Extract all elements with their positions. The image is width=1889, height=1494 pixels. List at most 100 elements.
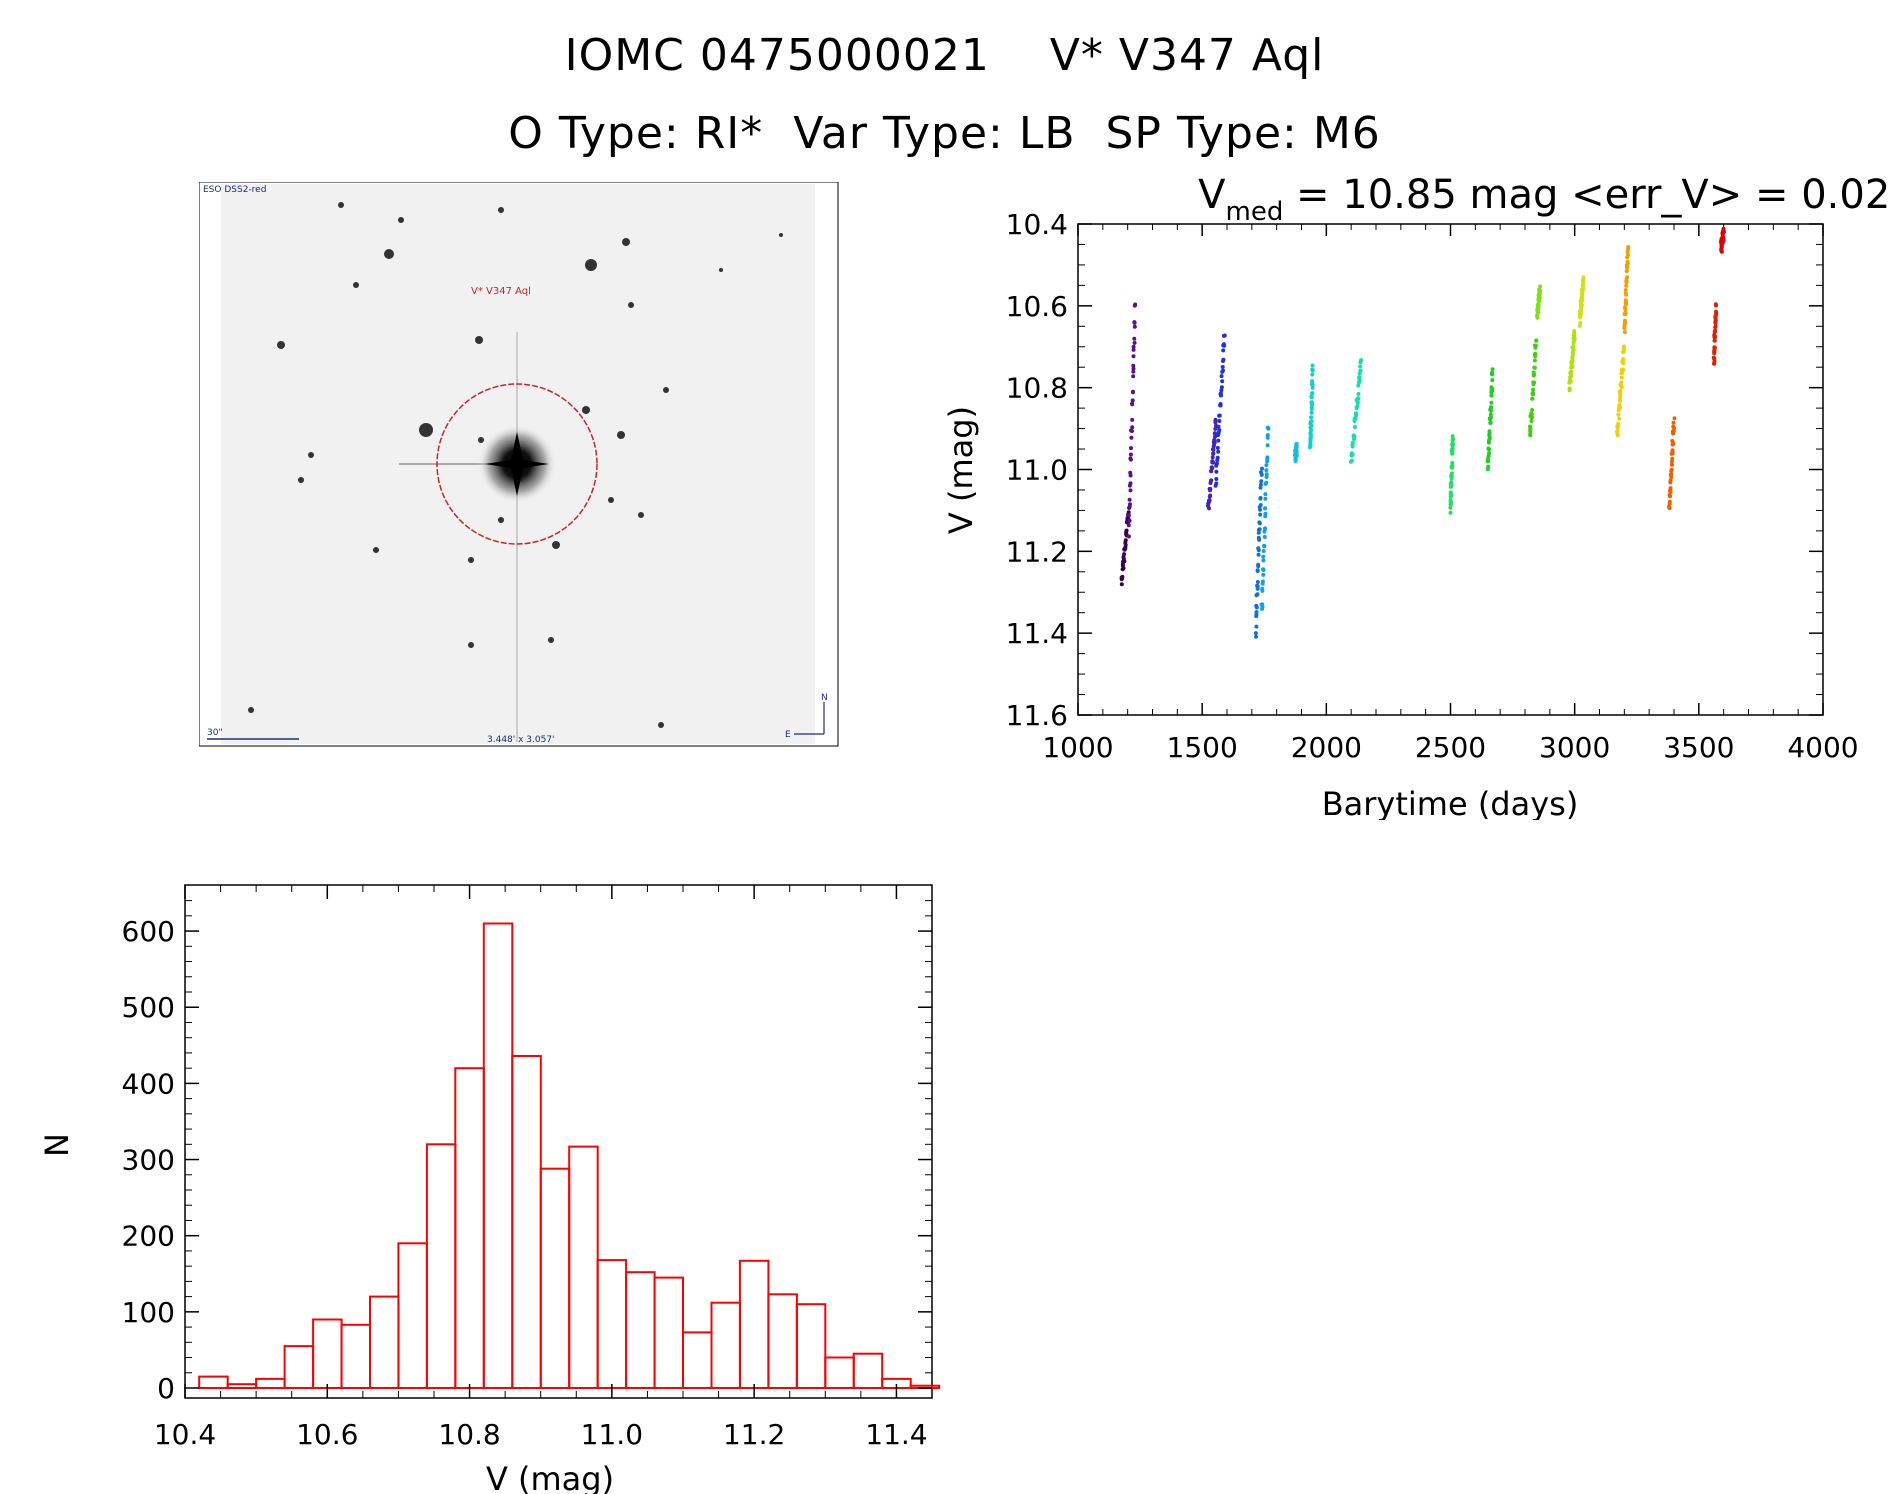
lc-data-point <box>1448 494 1453 499</box>
lc-y-tick-label: 10.4 <box>1006 208 1068 241</box>
hist-bar <box>454 1067 485 1389</box>
lc-data-point <box>1487 437 1492 442</box>
lc-data-point <box>1264 463 1269 468</box>
lc-data-point <box>1487 451 1491 456</box>
lc-data-point <box>1254 624 1259 629</box>
lc-data-point <box>1209 469 1214 474</box>
lc-data-point <box>1263 492 1268 497</box>
lc-data-point <box>1625 275 1630 280</box>
north-label: N <box>821 693 828 703</box>
lc-data-point <box>1535 309 1540 314</box>
lc-data-point <box>1265 443 1270 448</box>
lc-data-point <box>1626 245 1631 249</box>
lc-data-point <box>1623 311 1628 316</box>
lc-data-point <box>1132 340 1137 345</box>
lc-data-point <box>1261 572 1266 577</box>
lc-data-point <box>1617 416 1622 421</box>
lc-data-point <box>1672 416 1677 421</box>
lc-data-point <box>1721 236 1726 241</box>
lc-data-point <box>1131 369 1136 374</box>
lc-data-point <box>1255 586 1260 591</box>
lc-title-prefix: V <box>1198 172 1226 218</box>
hist-x-tick-label: 10.4 <box>154 1418 216 1451</box>
lc-data-point <box>1309 427 1313 432</box>
lc-data-point <box>1531 392 1536 397</box>
lc-plot-frame <box>1077 223 1824 716</box>
lc-data-point <box>1310 385 1315 390</box>
lc-ticks: 1000 1500 2000 2500 3000 3500 4000 10.4 10.6 10.8… <box>1006 208 1859 764</box>
lc-data-point <box>1126 510 1131 515</box>
lc-data-point <box>1570 359 1574 364</box>
lc-data-point <box>1310 391 1315 396</box>
lc-data-point <box>1257 520 1262 525</box>
lc-y-tick-label: 11.0 <box>1006 454 1068 487</box>
lc-data-point <box>1309 415 1314 420</box>
hist-bar <box>852 1352 884 1390</box>
lc-data-point <box>1350 440 1355 445</box>
lc-data-point <box>1622 330 1627 335</box>
field-star <box>419 423 433 437</box>
lc-data-point <box>1485 467 1490 472</box>
lc-data-point <box>1532 365 1537 370</box>
lc-data-point <box>1263 496 1268 501</box>
lc-data-point <box>1668 486 1673 491</box>
field-star <box>585 259 597 271</box>
lc-data-point <box>1211 460 1216 465</box>
lc-data-point <box>1625 250 1630 254</box>
hist-bar <box>568 1145 599 1389</box>
hist-bar <box>539 1167 571 1390</box>
lc-data-point <box>1580 294 1585 299</box>
lc-data-point <box>1309 410 1314 415</box>
lc-data-point <box>1489 393 1494 398</box>
lc-data-point <box>1535 315 1540 320</box>
field-star <box>384 249 394 259</box>
lc-data-point <box>1530 415 1534 420</box>
hist-bar <box>255 1377 286 1390</box>
hist-bars <box>198 922 941 1390</box>
lc-data-point <box>1210 447 1215 452</box>
lc-data-point <box>1670 462 1674 467</box>
lc-data-point <box>1130 417 1135 422</box>
lc-y-tick-label: 11.2 <box>1006 535 1068 568</box>
lc-data-point <box>1671 420 1676 425</box>
chart-title-line-1: IOMC 0475000021 V* V347 Aql <box>564 30 1325 81</box>
histogram-chart: 10.4 10.6 10.8 11.0 11.2 11.4 0 100 200 300 400 500… <box>40 884 941 1494</box>
lc-y-tick-label: 10.8 <box>1006 372 1068 405</box>
field-star <box>582 406 590 414</box>
lc-data-point <box>1571 347 1576 352</box>
lc-data-point <box>1448 505 1453 510</box>
lc-data-point <box>1213 420 1218 425</box>
lc-data-point <box>1530 408 1535 412</box>
lc-data-point <box>1216 438 1221 443</box>
lc-data-point <box>1537 293 1542 298</box>
lc-data-point <box>1669 459 1674 464</box>
lc-data-point <box>1619 382 1623 387</box>
lc-data-point <box>1625 265 1629 270</box>
chart-title-line-2: O Type: RI* Var Type: LB SP Type: M6 <box>508 108 1381 159</box>
field-star <box>308 452 314 458</box>
lc-data-point <box>1620 370 1625 375</box>
hist-ticks: 10.4 10.6 10.8 11.0 11.2 11.4 0 100 200 300 400 500… <box>122 885 932 1451</box>
lc-data-point <box>1309 435 1314 440</box>
lc-x-tick-label: 4000 <box>1787 731 1858 764</box>
lc-data-point <box>1217 413 1222 418</box>
lc-data-point <box>1667 506 1672 511</box>
lc-data-point <box>1221 342 1226 347</box>
lc-data-point <box>1670 456 1675 461</box>
lc-data-point <box>1259 472 1264 477</box>
field-star <box>478 437 484 443</box>
hist-x-tick-label: 11.0 <box>581 1418 643 1451</box>
lc-data-point <box>1623 298 1628 303</box>
sky-stars <box>248 202 783 728</box>
lc-x-tick-label: 2000 <box>1291 731 1362 764</box>
lc-data-point <box>1259 479 1264 484</box>
lc-data-point <box>1258 503 1263 507</box>
hist-bar <box>738 1259 770 1389</box>
lc-data-point <box>1537 299 1542 304</box>
hist-x-tick-label: 11.2 <box>723 1418 785 1451</box>
hist-bar <box>369 1295 400 1390</box>
lc-data-point <box>1128 457 1133 462</box>
lc-data-point <box>1221 368 1225 373</box>
field-star <box>622 238 630 246</box>
lc-data-point <box>1310 379 1315 384</box>
